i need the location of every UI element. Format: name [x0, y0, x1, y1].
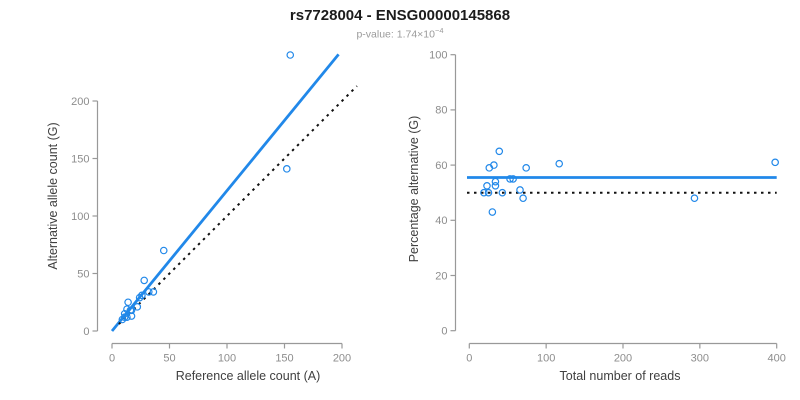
- y-tick-label: 20: [435, 270, 447, 282]
- x-tick-label: 100: [218, 353, 236, 365]
- right-y-axis-title: Percentage alternative (G): [407, 116, 421, 263]
- data-point: [488, 208, 497, 216]
- identity-line: [118, 85, 358, 325]
- pvalue-base: 1.74×10: [396, 28, 435, 41]
- figure-header: rs7728004 - ENSG00000145868 p-value: 1.7…: [0, 7, 800, 41]
- y-tick-label: 60: [435, 160, 447, 172]
- x-tick-label: 0: [109, 353, 115, 365]
- y-tick-label: 50: [77, 268, 89, 280]
- x-tick-label: 100: [537, 353, 555, 365]
- data-point: [149, 288, 158, 296]
- left-y-axis-title: Alternative allele count (G): [46, 122, 60, 269]
- x-tick-label: 200: [614, 353, 632, 365]
- data-point: [519, 194, 527, 203]
- right-reference-lines: [466, 176, 777, 194]
- data-point: [120, 313, 129, 322]
- x-tick-label: 200: [333, 353, 351, 365]
- left-x-axis-title: Reference allele count (A): [176, 369, 321, 383]
- left-reference-lines: [110, 53, 358, 332]
- right-scatter-panel: 0 100 200 300 400 0 20 40 60 80 100 Total number o…: [407, 50, 786, 384]
- data-point: [127, 312, 136, 320]
- data-point: [133, 303, 142, 311]
- data-point: [690, 194, 699, 203]
- data-point: [145, 288, 153, 296]
- data-point: [159, 246, 168, 255]
- data-point: [282, 165, 291, 173]
- data-point: [483, 182, 491, 190]
- data-point: [555, 159, 564, 168]
- data-point: [118, 315, 127, 324]
- data-point: [771, 158, 779, 167]
- fit-line: [110, 53, 340, 332]
- left-data-points: [118, 51, 295, 324]
- y-tick-label: 80: [435, 105, 447, 117]
- y-tick-label: 100: [429, 50, 447, 62]
- x-tick-label: 300: [691, 353, 709, 365]
- data-point: [498, 188, 507, 197]
- y-tick-label: 0: [83, 326, 89, 338]
- data-point: [506, 175, 514, 183]
- y-tick-label: 150: [71, 153, 89, 165]
- pvalue-label: p-value:: [356, 28, 397, 41]
- data-point: [124, 298, 132, 307]
- data-point: [135, 293, 144, 302]
- data-point: [138, 291, 146, 300]
- pvalue-subtitle: p-value: 1.74×10−4: [0, 26, 800, 41]
- x-tick-label: 400: [768, 353, 786, 365]
- right-data-points: [480, 147, 779, 216]
- data-point: [123, 305, 131, 313]
- y-tick-label: 40: [435, 215, 447, 227]
- x-tick-label: 50: [163, 353, 175, 365]
- left-axes: 0 50 100 150 200 0 50 100 150 200: [71, 96, 351, 365]
- right-axes: 0 100 200 300 400 0 20 40 60 80 100: [429, 50, 786, 365]
- data-point: [286, 51, 295, 59]
- data-point: [516, 186, 524, 194]
- data-point: [485, 164, 494, 172]
- data-point: [480, 188, 488, 197]
- data-point: [491, 177, 500, 186]
- data-point: [509, 175, 517, 183]
- x-tick-label: 150: [275, 353, 293, 365]
- x-tick-label: 0: [466, 353, 472, 365]
- y-tick-label: 100: [71, 211, 89, 223]
- data-point: [522, 164, 530, 172]
- data-point: [140, 276, 149, 285]
- data-point: [484, 188, 493, 197]
- figure-title: rs7728004 - ENSG00000145868: [289, 7, 511, 24]
- y-tick-label: 0: [441, 326, 447, 338]
- left-scatter-panel: 0 50 100 150 200 0 50 100 150 200 Reference allel…: [46, 51, 358, 383]
- data-point: [491, 182, 500, 190]
- y-tick-label: 200: [71, 96, 89, 108]
- pvalue-exponent: −4: [434, 26, 444, 36]
- data-point: [495, 147, 504, 156]
- right-x-axis-title: Total number of reads: [560, 369, 681, 383]
